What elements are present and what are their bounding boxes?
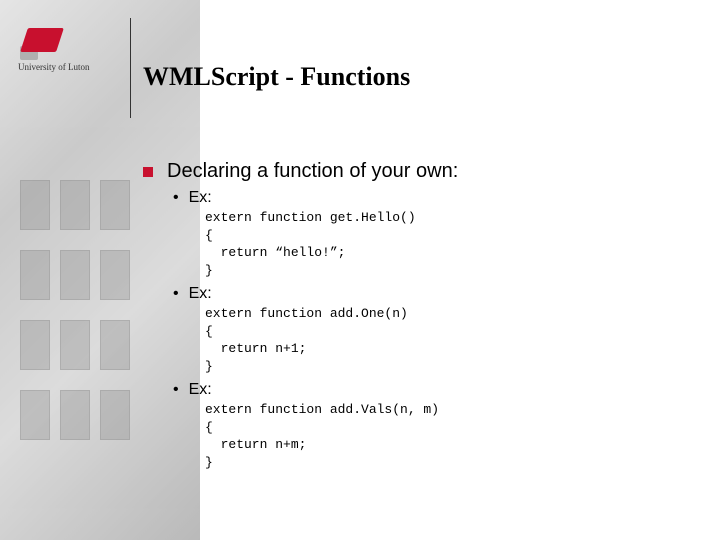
- university-logo: University of Luton: [18, 28, 90, 72]
- dot-bullet-icon: •: [173, 381, 179, 399]
- vertical-divider: [130, 18, 131, 118]
- example-label: Ex:: [189, 381, 212, 399]
- heading-item: Declaring a function of your own:: [143, 160, 700, 183]
- dot-bullet-icon: •: [173, 189, 179, 207]
- content-area: Declaring a function of your own: • Ex: …: [143, 160, 700, 476]
- square-bullet-icon: [143, 167, 153, 177]
- dot-bullet-icon: •: [173, 285, 179, 303]
- example-item: • Ex:: [173, 189, 700, 207]
- logo-text: University of Luton: [18, 62, 90, 72]
- example-label: Ex:: [189, 189, 212, 207]
- example-label: Ex:: [189, 285, 212, 303]
- heading-text: Declaring a function of your own:: [167, 160, 458, 183]
- example-item: • Ex:: [173, 381, 700, 399]
- logo-mark: [18, 28, 66, 56]
- example-item: • Ex:: [173, 285, 700, 303]
- code-snippet: extern function add.Vals(n, m) { return …: [205, 401, 700, 471]
- code-snippet: extern function add.One(n) { return n+1;…: [205, 305, 700, 375]
- code-snippet: extern function get.Hello() { return “he…: [205, 209, 700, 279]
- slide-title: WMLScript - Functions: [143, 62, 410, 92]
